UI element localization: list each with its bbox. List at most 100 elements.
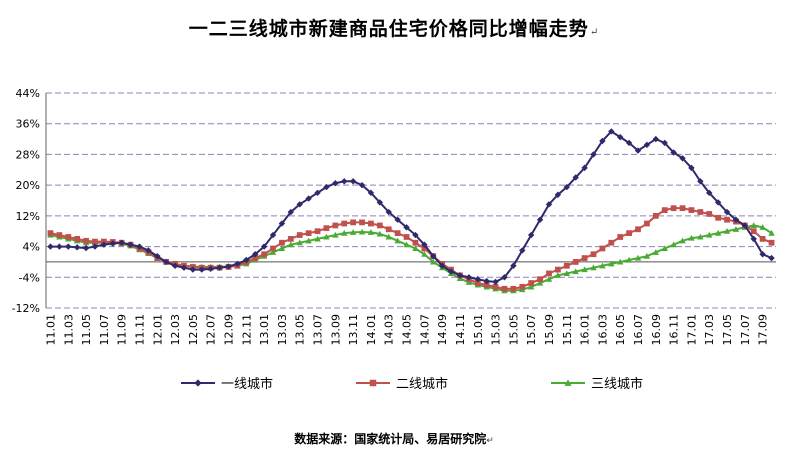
data-point-s2	[492, 284, 499, 290]
data-point-s1	[732, 216, 740, 223]
data-point-s3	[697, 233, 704, 240]
data-point-s1	[216, 264, 223, 271]
data-point-s3	[714, 229, 722, 236]
x-tick-label: 16.09	[650, 314, 663, 346]
x-tick-label: 11.09	[116, 314, 129, 346]
data-point-s1	[750, 235, 757, 243]
data-point-s2	[296, 232, 303, 238]
x-tick-label: 15.01	[472, 314, 485, 346]
data-point-s1	[207, 265, 214, 273]
legend-label-2: 二线城市	[396, 376, 448, 392]
data-point-s1	[608, 128, 615, 135]
data-point-s2	[270, 245, 276, 252]
data-point-s3	[332, 231, 339, 238]
data-point-s3	[314, 235, 321, 242]
data-point-s3	[759, 224, 766, 230]
x-tick-label: 17.05	[721, 314, 734, 346]
x-tick-label: 11.05	[80, 314, 93, 346]
x-tick-label: 14.03	[383, 314, 396, 346]
edit-mark: ↵	[589, 27, 600, 38]
data-point-s3	[617, 258, 624, 265]
data-point-s1	[91, 243, 99, 250]
data-point-s1	[198, 266, 205, 273]
data-point-s1	[563, 183, 570, 191]
data-point-s2	[403, 234, 410, 240]
data-point-s1	[527, 231, 535, 239]
x-tick-label: 12.01	[151, 314, 164, 346]
data-point-s3	[376, 230, 384, 237]
data-point-s1	[679, 155, 686, 162]
data-point-s3	[608, 260, 615, 267]
data-point-s1	[483, 277, 490, 285]
legend-label-3: 三线城市	[591, 376, 643, 392]
data-point-s1	[260, 243, 268, 250]
data-point-s2	[652, 212, 659, 219]
x-tick-label: 13.03	[276, 314, 289, 346]
data-point-s3	[403, 241, 410, 248]
x-tick-label: 14.05	[401, 314, 414, 346]
data-point-s2	[261, 251, 267, 258]
data-point-s1	[73, 244, 81, 251]
data-point-s2	[670, 205, 677, 212]
x-tick-label: 14.11	[454, 314, 467, 346]
data-point-s2	[750, 228, 757, 235]
data-point-s2	[697, 209, 704, 215]
data-point-s2	[661, 207, 668, 213]
data-point-s1	[403, 224, 410, 231]
data-point-s2	[287, 236, 294, 242]
data-point-s1	[252, 251, 259, 258]
data-point-s2	[359, 219, 365, 226]
data-point-s3	[590, 264, 597, 271]
data-point-s1	[723, 208, 731, 216]
data-point-s3	[554, 272, 562, 278]
data-point-s3	[305, 237, 312, 244]
data-point-s2	[528, 280, 535, 286]
data-point-s3	[625, 256, 633, 263]
x-tick-label: 16.05	[614, 314, 627, 346]
x-tick-label: 16.01	[579, 314, 592, 346]
data-point-s1	[376, 199, 384, 206]
data-point-s2	[394, 230, 401, 237]
data-point-s1	[412, 231, 419, 239]
data-point-s3	[349, 229, 357, 235]
data-point-s1	[617, 133, 624, 141]
data-point-s1	[225, 263, 232, 270]
data-point-s2	[715, 214, 722, 221]
data-point-s3	[421, 251, 428, 257]
data-point-s3	[572, 268, 579, 275]
data-point-s1	[109, 240, 116, 247]
data-point-s3	[545, 276, 553, 282]
data-point-s1	[438, 262, 446, 269]
data-point-s3	[323, 233, 330, 240]
data-point-s1	[332, 180, 339, 187]
y-tick-label: 36%	[16, 118, 40, 131]
data-point-s3	[661, 245, 668, 252]
data-point-s3	[723, 228, 731, 234]
data-point-s2	[635, 226, 641, 233]
legend-marker-2	[369, 379, 377, 387]
x-tick-label: 17.03	[703, 314, 716, 346]
data-point-s1	[545, 201, 553, 208]
y-tick-label: 44%	[16, 87, 40, 100]
data-point-s1	[625, 139, 633, 147]
data-point-s1	[323, 183, 330, 191]
data-point-s1	[154, 252, 161, 260]
data-point-s2	[341, 220, 348, 227]
data-point-s1	[100, 241, 108, 248]
data-point-s2	[305, 230, 312, 237]
data-point-s2	[563, 262, 570, 269]
x-tick-label: 11.01	[44, 314, 57, 346]
data-point-s2	[510, 285, 517, 292]
data-point-s1	[162, 258, 170, 266]
x-tick-label: 15.03	[490, 314, 503, 346]
data-point-s1	[581, 164, 588, 172]
data-point-s1	[180, 264, 188, 271]
chart-title: 一二三线城市新建商品住宅价格同比增幅走势↵	[0, 14, 788, 41]
source-edit-mark: ↵	[486, 436, 494, 446]
data-point-s2	[279, 239, 285, 246]
x-tick-label: 17.07	[739, 314, 752, 346]
data-point-s2	[546, 270, 552, 277]
data-point-s3	[750, 222, 757, 229]
data-point-s1	[688, 164, 695, 172]
data-point-s1	[706, 189, 713, 197]
